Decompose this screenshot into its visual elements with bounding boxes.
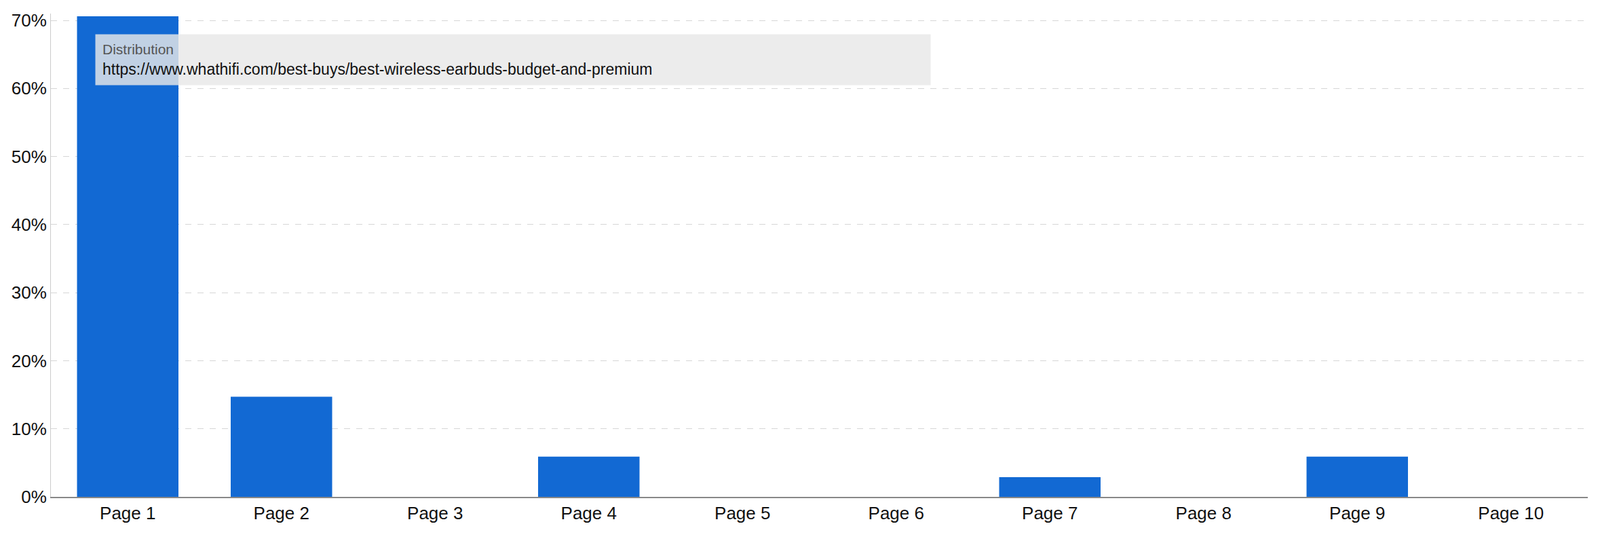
svg-text:70%: 70% bbox=[11, 10, 47, 31]
svg-text:30%: 30% bbox=[11, 282, 47, 303]
svg-text:Page 2: Page 2 bbox=[253, 502, 310, 524]
svg-text:50%: 50% bbox=[11, 146, 47, 167]
svg-text:Distributionhttps://www.whathi: Distributionhttps://www.whathifi.com/bes… bbox=[102, 41, 653, 79]
svg-text:Page 3: Page 3 bbox=[407, 502, 463, 524]
svg-text:Page 10: Page 10 bbox=[1477, 502, 1544, 524]
svg-text:Page 8: Page 8 bbox=[1175, 502, 1232, 524]
svg-text:Page 4: Page 4 bbox=[561, 502, 617, 524]
svg-text:Page 1: Page 1 bbox=[99, 502, 156, 524]
svg-text:10%: 10% bbox=[11, 418, 47, 440]
svg-text:Page 6: Page 6 bbox=[868, 502, 925, 524]
svg-text:40%: 40% bbox=[11, 214, 47, 235]
svg-text:Page 9: Page 9 bbox=[1329, 502, 1385, 524]
svg-text:Page 7: Page 7 bbox=[1021, 502, 1078, 524]
svg-text:60%: 60% bbox=[11, 78, 47, 99]
svg-text:Page 5: Page 5 bbox=[714, 502, 771, 524]
svg-text:20%: 20% bbox=[11, 350, 47, 372]
svg-text:0%: 0% bbox=[21, 486, 47, 507]
